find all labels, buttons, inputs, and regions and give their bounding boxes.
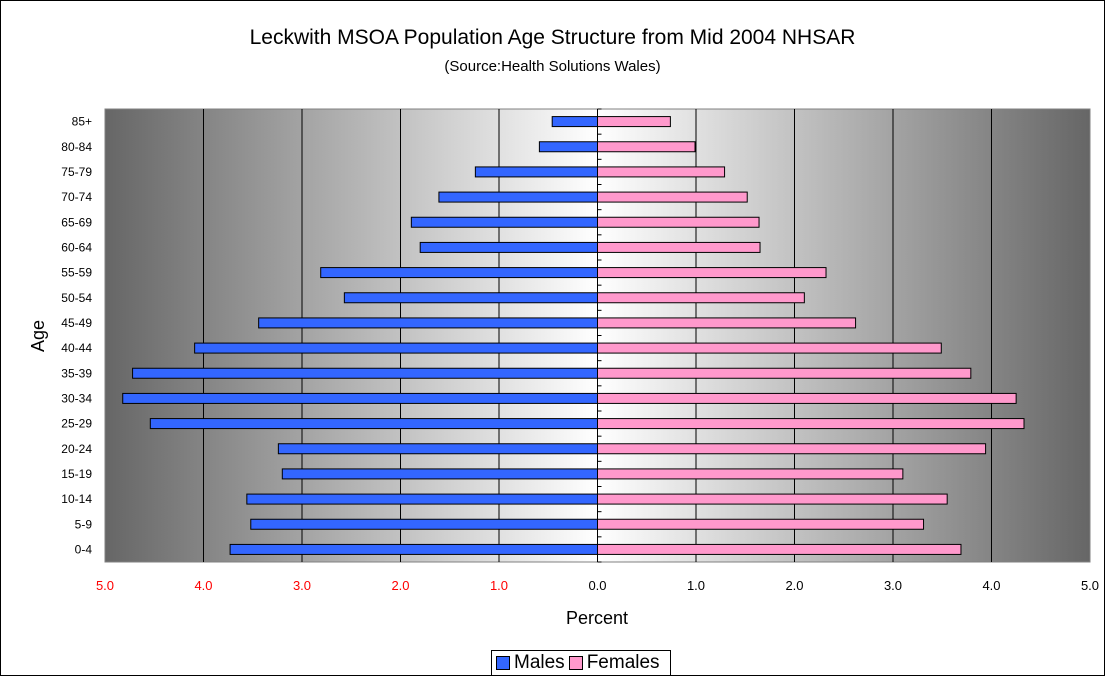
bar-females-75-79	[597, 166, 726, 178]
bar-females-45-49	[597, 317, 857, 329]
bar-males-10-14	[246, 493, 598, 505]
bar-males-15-19	[281, 468, 598, 480]
x-tick-label: 0.0	[588, 578, 606, 593]
x-tick-label: 2.0	[785, 578, 803, 593]
bar-males-45-49	[258, 317, 598, 329]
y-tick-label: 20-24	[61, 442, 92, 456]
bar-females-80-84	[597, 141, 696, 153]
legend-item-males: Males	[496, 652, 565, 674]
bar-females-10-14	[597, 493, 948, 505]
y-tick-label: 80-84	[61, 140, 92, 154]
chart-subtitle: (Source:Health Solutions Wales)	[444, 58, 661, 75]
bar-females-20-24	[597, 443, 987, 455]
y-tick-label: 15-19	[61, 467, 92, 481]
bar-males-30-34	[122, 392, 598, 404]
legend-item-females: Females	[568, 652, 660, 674]
y-tick-label: 70-74	[61, 190, 92, 204]
bar-females-65-69	[597, 216, 760, 228]
x-tick-label: 5.0	[1081, 578, 1099, 593]
bar-males-20-24	[277, 443, 598, 455]
bar-males-0-4	[229, 543, 598, 555]
labels: 0-4 5-9 10-14 15-19 20-24 25-29 30-34 35-39 40-4…	[28, 115, 1099, 628]
y-tick-label: 45-49	[61, 316, 92, 330]
bar-females-55-59	[597, 267, 827, 279]
bar-females-85+	[597, 116, 671, 128]
bar-males-35-39	[132, 367, 599, 379]
x-axis-title: Percent	[566, 608, 628, 628]
legend: Males Females	[491, 650, 671, 676]
y-tick-label: 50-54	[61, 291, 92, 305]
y-tick-label: 25-29	[61, 417, 92, 431]
bar-males-55-59	[320, 267, 598, 279]
bar-males-80-84	[538, 141, 599, 153]
y-tick-label: 75-79	[61, 165, 92, 179]
bar-males-50-54	[343, 292, 599, 304]
bar-males-40-44	[194, 342, 598, 354]
legend-label-females: Females	[586, 652, 660, 673]
bar-females-60-64	[597, 241, 761, 253]
y-tick-label: 35-39	[61, 366, 92, 380]
bar-males-5-9	[250, 518, 598, 530]
x-tick-label: 3.0	[293, 578, 311, 593]
chart-title: Leckwith MSOA Population Age Structure f…	[249, 26, 856, 49]
y-axis-title: Age	[28, 320, 48, 352]
y-tick-label: 40-44	[61, 341, 92, 355]
bar-males-75-79	[474, 166, 598, 178]
x-tick-label: 4.0	[982, 578, 1000, 593]
bar-males-25-29	[149, 418, 598, 430]
bar-females-40-44	[597, 342, 942, 354]
y-tick-label: 5-9	[75, 517, 93, 531]
bar-females-15-19	[597, 468, 904, 480]
bar-females-70-74	[597, 191, 748, 203]
bars	[122, 116, 1025, 555]
x-tick-label: 3.0	[884, 578, 902, 593]
bar-females-5-9	[597, 518, 925, 530]
x-tick-label: 5.0	[96, 578, 114, 593]
y-tick-label: 10-14	[61, 492, 92, 506]
bar-females-0-4	[597, 543, 962, 555]
x-tick-label: 2.0	[391, 578, 409, 593]
x-tick-label: 4.0	[194, 578, 212, 593]
legend-swatch-females	[568, 656, 583, 670]
bar-females-50-54	[597, 292, 805, 304]
y-tick-label: 0-4	[75, 542, 93, 556]
bar-males-60-64	[419, 241, 599, 253]
x-tick-label: 1.0	[490, 578, 508, 593]
bar-males-70-74	[438, 191, 599, 203]
y-tick-label: 65-69	[61, 215, 92, 229]
x-tick-label: 1.0	[687, 578, 705, 593]
bar-males-85+	[551, 116, 599, 128]
y-tick-label: 30-34	[61, 391, 92, 405]
bar-females-25-29	[597, 418, 1025, 430]
y-tick-label: 85+	[72, 115, 92, 129]
bar-males-65-69	[410, 216, 598, 228]
legend-swatch-males	[496, 656, 510, 670]
y-tick-label: 55-59	[61, 266, 92, 280]
legend-label-males: Males	[514, 652, 565, 673]
y-tick-label: 60-64	[61, 240, 92, 254]
bar-females-30-34	[597, 392, 1017, 404]
bar-females-35-39	[597, 367, 972, 379]
axes	[597, 108, 602, 563]
gridlines	[203, 109, 992, 562]
